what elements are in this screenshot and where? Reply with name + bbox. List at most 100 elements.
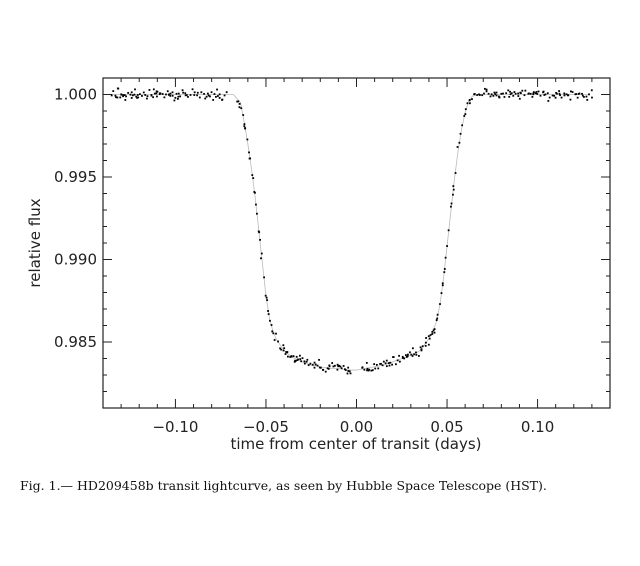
data-point (316, 364, 319, 367)
data-point (523, 94, 526, 97)
data-point (252, 177, 255, 180)
data-point (130, 91, 133, 94)
data-point (209, 95, 211, 98)
data-point (458, 141, 461, 144)
data-point (292, 355, 295, 358)
data-point (142, 91, 145, 94)
data-point (327, 367, 330, 370)
data-point (581, 94, 584, 97)
data-point (254, 191, 256, 194)
data-point (547, 100, 550, 102)
data-point (339, 365, 342, 368)
data-point (476, 94, 479, 96)
data-point (507, 89, 510, 92)
data-point (189, 94, 192, 96)
data-point (441, 284, 444, 287)
data-point (286, 351, 289, 353)
data-point (187, 95, 189, 98)
data-point (120, 93, 123, 96)
data-point (244, 127, 247, 129)
data-point (478, 94, 481, 96)
data-point (203, 92, 205, 95)
y-tick-label: 0.985 (54, 333, 97, 351)
data-point (259, 238, 261, 241)
data-point (524, 89, 527, 92)
data-point (265, 296, 268, 299)
data-point (415, 353, 418, 356)
data-point (563, 92, 566, 95)
data-point (185, 94, 188, 96)
lightcurve-plot: −0.10 −0.05 0.00 0.05 0.10 0.985 0.990 0.995 1.… (26, 77, 611, 453)
data-point (366, 367, 369, 370)
data-point (303, 362, 306, 365)
data-point (368, 368, 371, 371)
data-point (336, 368, 339, 371)
data-point (585, 95, 588, 98)
data-point (207, 94, 210, 97)
data-point (510, 92, 513, 95)
data-point (237, 100, 240, 103)
data-point (559, 94, 561, 97)
data-point (122, 94, 125, 96)
data-point (489, 95, 492, 98)
data-point (196, 91, 199, 94)
data-point (280, 348, 283, 351)
data-point (136, 94, 139, 96)
data-point (436, 313, 439, 316)
data-point (424, 341, 427, 344)
data-point (156, 90, 159, 93)
data-point (527, 92, 530, 95)
data-point (490, 93, 493, 96)
data-point (326, 367, 329, 370)
data-point (347, 366, 350, 369)
data-point (407, 353, 409, 356)
data-point (503, 96, 506, 98)
data-point (305, 360, 308, 363)
data-point (275, 332, 277, 335)
data-point (153, 92, 156, 95)
data-point (279, 347, 281, 350)
data-point (502, 92, 504, 95)
data-point (391, 363, 394, 366)
x-tick-label: −0.10 (152, 418, 198, 436)
data-point (163, 96, 166, 99)
data-point (246, 138, 249, 141)
data-point (206, 92, 209, 95)
data-point (565, 93, 568, 96)
data-point (191, 88, 194, 91)
data-point (534, 92, 537, 95)
data-point (532, 91, 535, 94)
data-point (124, 99, 127, 101)
data-point (338, 364, 341, 367)
data-point (184, 92, 187, 95)
x-tick-label: 0.00 (340, 418, 373, 436)
y-tick-label: 0.990 (54, 251, 97, 269)
data-point (560, 96, 563, 99)
data-point (115, 96, 117, 99)
data-point (264, 294, 267, 297)
data-point (301, 357, 304, 360)
data-point (177, 95, 180, 98)
data-point (385, 365, 388, 368)
data-point (342, 365, 345, 367)
data-point (334, 364, 336, 367)
data-point (238, 106, 241, 109)
data-point (493, 91, 496, 94)
data-point (411, 355, 414, 357)
data-point (464, 113, 467, 116)
data-point (508, 95, 511, 98)
data-point (212, 99, 215, 101)
data-point (461, 124, 464, 127)
data-point (578, 92, 581, 95)
data-point (398, 354, 400, 357)
data-point (205, 95, 208, 98)
data-point (413, 353, 416, 356)
y-tick-labels: 0.985 0.990 0.995 1.000 (54, 86, 97, 352)
data-point (260, 257, 262, 260)
x-tick-labels: −0.10 −0.05 0.00 0.05 0.10 (152, 418, 554, 436)
data-point (433, 328, 436, 330)
data-point (566, 94, 569, 97)
data-point (509, 90, 511, 93)
data-point (403, 357, 406, 360)
data-point (267, 310, 269, 312)
